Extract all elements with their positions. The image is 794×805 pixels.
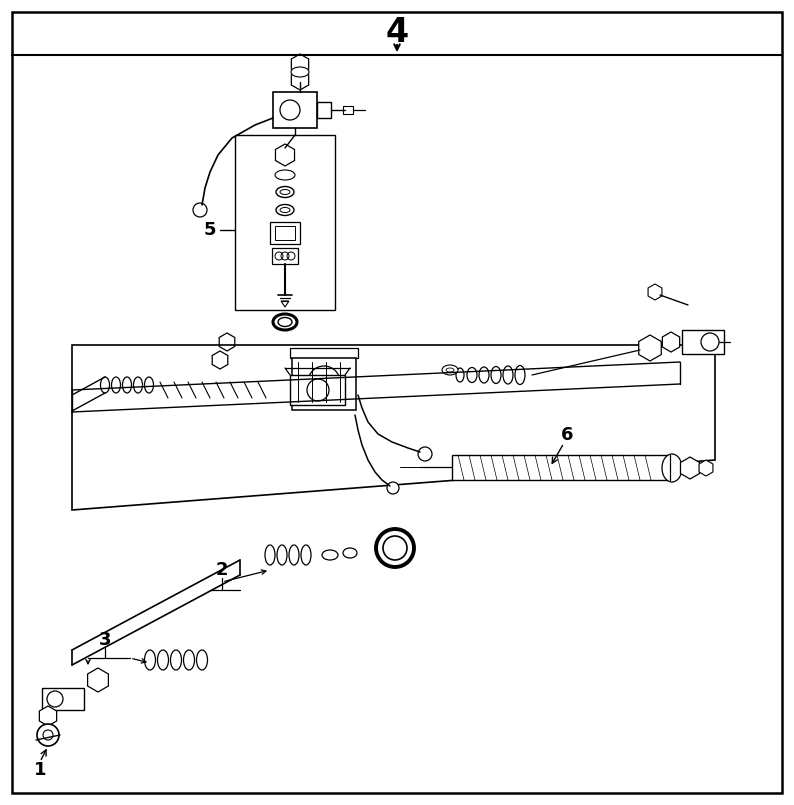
Polygon shape: [699, 460, 713, 476]
Bar: [317, 102, 331, 118]
Polygon shape: [662, 332, 680, 352]
Polygon shape: [40, 706, 56, 726]
Circle shape: [418, 447, 432, 461]
Circle shape: [193, 203, 207, 217]
Polygon shape: [219, 333, 235, 351]
Text: 1: 1: [34, 761, 46, 779]
Bar: [235, 135, 335, 310]
Bar: [452, 455, 670, 480]
Text: 3: 3: [98, 631, 111, 649]
Text: 6: 6: [561, 426, 573, 444]
Bar: [343, 106, 353, 114]
Polygon shape: [281, 301, 289, 307]
Circle shape: [387, 482, 399, 494]
Bar: [290, 348, 358, 358]
Polygon shape: [87, 668, 109, 692]
Ellipse shape: [275, 170, 295, 180]
Text: 2: 2: [216, 561, 228, 579]
Bar: [275, 226, 295, 240]
Ellipse shape: [273, 314, 297, 330]
Ellipse shape: [376, 529, 414, 567]
Bar: [273, 92, 317, 128]
Text: 5: 5: [204, 221, 216, 239]
Circle shape: [47, 691, 63, 707]
Polygon shape: [291, 54, 309, 74]
Text: 4: 4: [385, 15, 409, 48]
Bar: [42, 688, 84, 710]
Ellipse shape: [662, 454, 682, 482]
Polygon shape: [291, 70, 309, 90]
Bar: [682, 330, 724, 354]
Polygon shape: [648, 284, 662, 300]
Ellipse shape: [291, 67, 309, 77]
Ellipse shape: [322, 550, 338, 560]
Bar: [290, 375, 345, 405]
Bar: [270, 222, 300, 244]
Polygon shape: [276, 144, 295, 166]
Polygon shape: [638, 335, 661, 361]
Circle shape: [701, 333, 719, 351]
Ellipse shape: [343, 548, 357, 558]
Bar: [272, 248, 298, 264]
Polygon shape: [212, 351, 228, 369]
Bar: [292, 358, 356, 410]
Circle shape: [37, 724, 59, 746]
Ellipse shape: [442, 365, 458, 375]
Polygon shape: [680, 457, 700, 479]
